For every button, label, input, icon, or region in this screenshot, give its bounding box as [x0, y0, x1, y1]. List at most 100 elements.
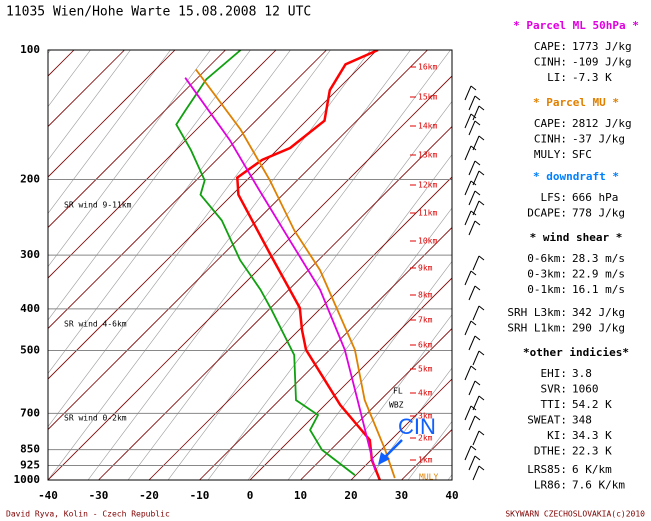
height-label: 14km: [418, 122, 437, 131]
isotherm: [48, 50, 277, 279]
wind-barb: [468, 160, 476, 176]
y-tick-label: 700: [20, 406, 40, 419]
footer-right: SKYWARN CZECHOSLOVAKIA(c)2010: [505, 510, 645, 519]
height-label: 13km: [418, 151, 437, 160]
profile-line: [195, 68, 396, 479]
panel-label: DCAPE:: [527, 207, 567, 220]
height-label: 6km: [418, 341, 433, 350]
isotherm: [249, 277, 452, 480]
panel-title: * Parcel ML 50hPa *: [513, 19, 639, 32]
adiabat: [48, 50, 291, 374]
wind-barb: [468, 380, 476, 396]
annotation: MULY: [419, 473, 438, 482]
wind-barb: [464, 445, 472, 461]
wind-barb: [468, 285, 476, 301]
wind-barb: [478, 255, 485, 261]
isotherm: [48, 50, 125, 128]
wind-barb: [478, 430, 485, 436]
height-label: 15km: [418, 93, 437, 102]
isotherm: [148, 176, 452, 480]
wind-barb: [464, 113, 472, 129]
height-label: 10km: [418, 237, 437, 246]
y-tick-label: 850: [20, 443, 40, 456]
x-tick-label: 10: [294, 489, 307, 502]
wind-barb: [478, 170, 485, 176]
wind-barb: [474, 455, 481, 461]
annotation: SR wind 9-11km: [64, 201, 132, 210]
adiabat: [48, 50, 171, 214]
panel-value: -7.3 K: [572, 71, 612, 84]
wind-barb: [478, 135, 485, 141]
panel-label: CINH:: [534, 133, 567, 146]
wind-barb: [472, 430, 480, 446]
isotherm: [350, 378, 452, 480]
wind-barb: [470, 145, 477, 151]
panel-value: 28.3 m/s: [572, 252, 625, 265]
wind-barb: [470, 270, 477, 276]
wind-barb: [478, 200, 485, 206]
adiabat: [327, 314, 452, 480]
adiabat: [167, 100, 452, 480]
height-label: 9km: [418, 264, 433, 273]
panel-value: 778 J/kg: [572, 207, 625, 220]
panel-label: EHI:: [541, 367, 568, 380]
panel-value: 7.6 K/km: [572, 479, 625, 492]
panel-label: SVR:: [541, 383, 568, 396]
x-tick-label: 20: [344, 489, 357, 502]
isotherm: [199, 226, 452, 480]
panel-label: MULY:: [534, 148, 567, 161]
panel-label: SRH L1km:: [507, 322, 567, 335]
wind-barb: [472, 135, 480, 151]
wind-barb: [464, 365, 472, 381]
wind-barb: [478, 350, 485, 356]
panel-value: 348: [572, 414, 592, 427]
wind-barb: [470, 113, 477, 119]
wind-barb: [468, 335, 476, 351]
y-tick-label: 200: [20, 172, 40, 185]
adiabat: [247, 207, 452, 480]
panel-label: LRS85:: [527, 463, 567, 476]
y-tick-label: 1000: [14, 473, 41, 486]
y-tick-label: 500: [20, 344, 40, 357]
profile-line: [236, 50, 381, 480]
panel-title: *other indicies*: [523, 346, 629, 359]
adiabat: [367, 367, 452, 480]
wind-barb: [472, 395, 480, 411]
wind-barb: [472, 255, 480, 271]
adiabat: [87, 50, 411, 480]
wind-barb: [464, 320, 472, 336]
adiabat: [48, 50, 371, 480]
panel-value: 6 K/km: [572, 463, 612, 476]
wind-barb: [464, 180, 472, 196]
adiabat: [207, 154, 452, 480]
panel-label: LR86:: [534, 479, 567, 492]
wind-barb: [472, 200, 480, 216]
x-tick-label: 30: [395, 489, 408, 502]
x-tick-label: -20: [139, 489, 159, 502]
cin-arrowhead: [378, 452, 390, 465]
isotherm: [48, 75, 452, 480]
chart-title: 11035 Wien/Hohe Warte 15.08.2008 12 UTC: [6, 5, 311, 20]
isotherm: [48, 50, 378, 380]
wind-barb: [470, 320, 477, 326]
wind-barb: [470, 365, 477, 371]
height-label: 1km: [418, 456, 433, 465]
y-tick-label: 925: [20, 458, 40, 471]
panel-label: 0-1km:: [527, 283, 567, 296]
wind-barb: [468, 415, 476, 431]
y-tick-label: 400: [20, 302, 40, 315]
panel-value: 1773 J/kg: [572, 40, 632, 53]
cin-label: CIN: [398, 414, 436, 439]
height-label: 16km: [418, 63, 437, 72]
isotherm: [48, 50, 327, 330]
panel-value: 22.3 K: [572, 445, 612, 458]
wind-barb: [474, 160, 481, 166]
annotation: SR wind 0-2km: [64, 414, 127, 423]
wind-barb: [474, 285, 481, 291]
isotherm: [300, 327, 452, 480]
height-label: 12km: [418, 181, 437, 190]
panel-value: 22.9 m/s: [572, 268, 625, 281]
panel-label: 0-6km:: [527, 252, 567, 265]
wind-barb: [472, 465, 480, 481]
